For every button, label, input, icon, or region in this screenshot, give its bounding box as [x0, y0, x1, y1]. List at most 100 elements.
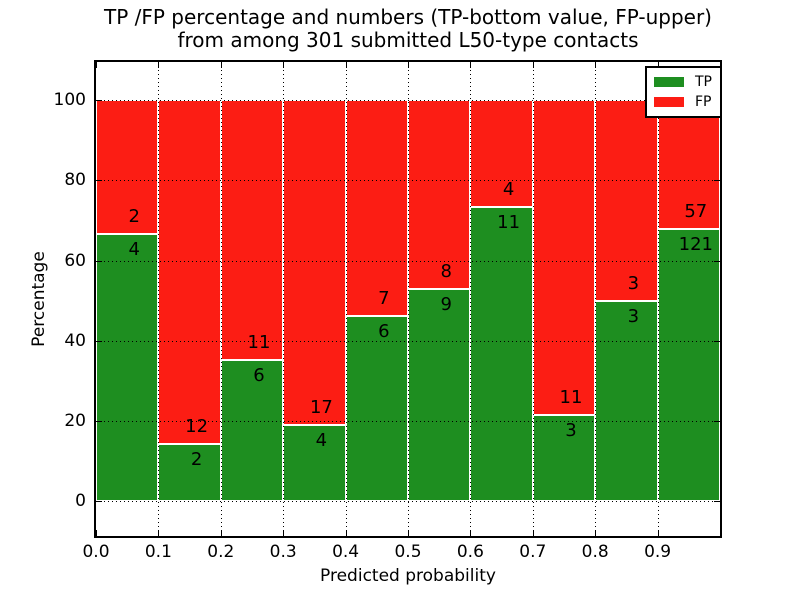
x-tick-mark: [595, 530, 597, 536]
tp-count-label: 4: [315, 429, 328, 451]
tp-count-label: 9: [440, 293, 452, 315]
legend-label-tp: TP: [695, 74, 712, 90]
x-gridline: [345, 62, 347, 536]
y-tick-mark: [96, 180, 102, 182]
bar-segment-tp: [657, 228, 720, 502]
x-tick-label: 0.7: [519, 542, 547, 562]
y-tick-mark-right: [714, 180, 720, 182]
y-tick-mark-right: [714, 340, 720, 342]
fp-count-label: 3: [627, 272, 640, 294]
y-tick-label: 40: [64, 330, 86, 351]
y-tick-mark: [96, 100, 102, 102]
legend-item-fp: FP: [654, 92, 712, 112]
bar-segment-fp: [532, 100, 596, 416]
x-gridline: [470, 62, 472, 536]
fp-count-label: 7: [378, 288, 390, 310]
tp-count-label: 3: [565, 420, 577, 442]
y-tick-label: 20: [64, 410, 86, 431]
bar-segment-fp: [96, 100, 159, 234]
x-tick-mark-top: [657, 62, 659, 68]
x-tick-label: 0.1: [144, 542, 172, 562]
x-tick-mark-top: [96, 62, 97, 68]
legend: TP FP: [645, 66, 722, 118]
x-tick-label: 0.9: [644, 542, 672, 562]
y-tick-mark: [96, 260, 102, 262]
x-tick-mark: [158, 530, 160, 536]
x-tick-mark-top: [345, 62, 347, 68]
fp-count-label: 12: [185, 415, 209, 437]
chart-title-line1: TP /FP percentage and numbers (TP-bottom…: [104, 5, 712, 29]
fp-count-label: 17: [309, 396, 333, 418]
bar-segment-tp: [532, 415, 596, 502]
legend-item-tp: TP: [654, 72, 712, 92]
x-tick-mark-top: [408, 62, 409, 68]
bar-segment-fp: [220, 100, 284, 360]
tp-count-label: 3: [627, 305, 640, 327]
fp-count-label: 11: [559, 387, 583, 409]
bar-segment-tp: [283, 424, 346, 502]
fp-count-label: 2: [128, 205, 140, 227]
y-tick-mark: [96, 340, 102, 342]
tp-count-label: 121: [678, 233, 713, 255]
x-tick-mark-top: [532, 62, 534, 68]
bar-segment-tp: [345, 316, 408, 502]
x-tick-mark-top: [470, 62, 472, 68]
x-tick-label: 0.4: [332, 542, 360, 562]
x-tick-mark: [470, 530, 472, 536]
x-tick-label: 0.5: [394, 542, 422, 562]
bar-segment-tp: [96, 233, 159, 502]
y-tick-label: 100: [53, 90, 86, 111]
x-tick-mark: [220, 530, 222, 536]
y-tick-label: 0: [75, 491, 86, 512]
x-gridline: [532, 62, 534, 536]
bar-segment-fp: [657, 100, 720, 229]
legend-label-fp: FP: [695, 94, 712, 110]
x-tick-mark-top: [283, 62, 285, 68]
x-tick-mark: [408, 530, 409, 536]
x-gridline: [158, 62, 160, 536]
bar-segment-tp: [158, 443, 221, 502]
x-gridline: [220, 62, 222, 536]
x-tick-label: 0.2: [207, 542, 235, 562]
chart-title: TP /FP percentage and numbers (TP-bottom…: [8, 6, 800, 52]
y-tick-label: 80: [64, 170, 86, 191]
y-tick-label: 60: [64, 250, 86, 271]
bar-segment-tp: [220, 359, 284, 502]
plot-frame: TP FP 2 4 12 2 11 6 17 4 7 6 8 9 4 11 11 3 3 3 57 121: [94, 60, 722, 538]
y-tick-mark: [96, 501, 102, 503]
x-tick-mark: [96, 530, 97, 536]
x-tick-label: 0.3: [269, 542, 297, 562]
x-tick-label: 0.0: [82, 542, 110, 562]
x-gridline: [657, 62, 659, 536]
bar-segment-fp: [595, 100, 658, 301]
tp-count-label: 6: [253, 364, 265, 386]
fp-count-label: 8: [440, 260, 452, 282]
bar-segment-fp: [470, 100, 533, 208]
tp-count-label: 11: [497, 212, 521, 234]
y-axis-label: Percentage: [29, 251, 49, 347]
x-tick-mark: [532, 530, 534, 536]
bar-segment-tp: [408, 288, 471, 502]
tp-count-label: 6: [378, 321, 390, 343]
x-axis-label: Predicted probability: [320, 566, 496, 586]
tp-count-label: 2: [190, 448, 203, 470]
bar-segment-tp: [470, 207, 533, 502]
x-gridline: [595, 62, 597, 536]
y-tick-mark-right: [714, 420, 720, 422]
x-tick-mark: [283, 530, 285, 536]
tp-count-label: 4: [128, 238, 140, 260]
x-tick-mark: [657, 530, 659, 536]
fp-count-label: 4: [502, 179, 515, 201]
x-gridline: [283, 62, 285, 536]
x-tick-mark-top: [595, 62, 597, 68]
x-tick-label: 0.8: [581, 542, 609, 562]
tp-swatch: [654, 77, 684, 87]
fp-count-label: 57: [684, 200, 708, 222]
x-tick-mark-top: [220, 62, 222, 68]
bar-segment-fp: [345, 100, 408, 317]
x-tick-mark: [345, 530, 347, 536]
x-tick-mark-top: [158, 62, 160, 68]
chart-title-line2: from among 301 submitted L50-type contac…: [177, 28, 639, 52]
y-tick-mark: [96, 420, 102, 422]
